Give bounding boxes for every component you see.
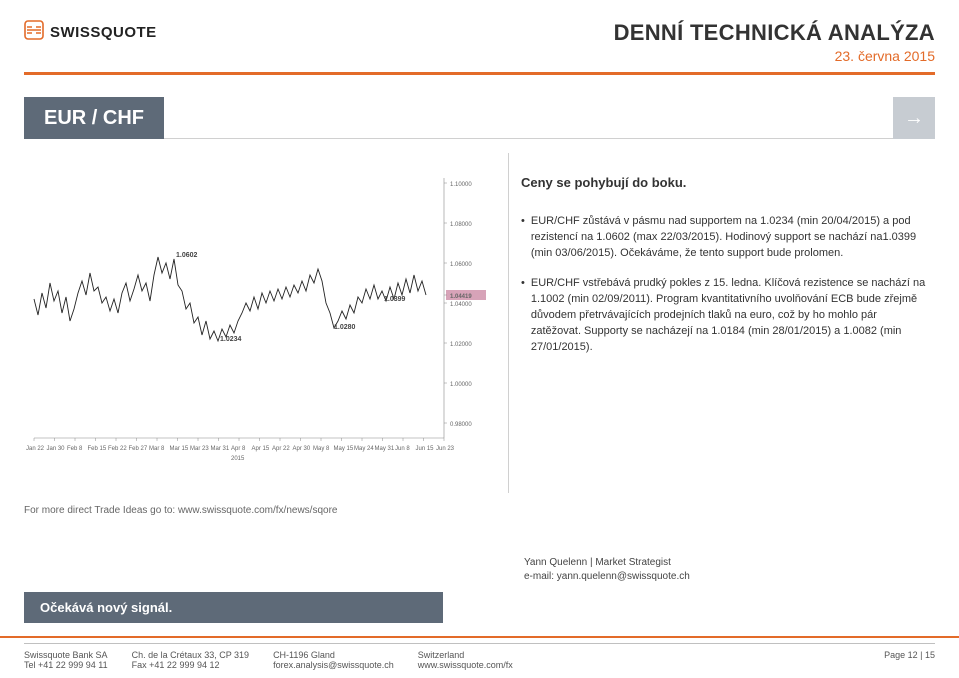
svg-text:May 8: May 8 [313,446,330,452]
page-number: Page 12 | 15 [884,650,935,670]
footer-col-2: Ch. de la Crétaux 33, CP 319 Fax +41 22 … [132,650,249,670]
svg-text:May 24: May 24 [354,446,374,452]
svg-text:Apr 22: Apr 22 [272,446,290,452]
svg-text:1.02000: 1.02000 [450,342,472,348]
svg-text:May 31: May 31 [375,446,395,452]
footer-country: Switzerland [418,650,513,660]
para2-text: EUR/CHF vstřebává prudký pokles z 15. le… [531,276,927,356]
svg-text:1.10000: 1.10000 [450,182,472,188]
doc-date: 23. června 2015 [614,48,935,64]
footer-col-1: Swissquote Bank SA Tel +41 22 999 94 11 [24,650,108,670]
para1-text: EUR/CHF zůstává v pásmu nad supportem na… [531,214,927,262]
footer-accent [0,636,959,638]
analysis-text: Ceny se pohybují do boku. • EUR/CHF zůst… [508,153,935,493]
svg-text:Apr 30: Apr 30 [293,446,311,452]
svg-text:1.0399: 1.0399 [384,296,406,303]
footer-col-4: Switzerland www.swissquote.com/fx [418,650,513,670]
footer-addr: Ch. de la Crétaux 33, CP 319 [132,650,249,660]
pair-spacer [164,97,893,139]
svg-text:1.0234: 1.0234 [220,336,242,343]
header-divider [24,72,935,75]
svg-text:1.0280: 1.0280 [334,324,356,331]
svg-text:Apr 15: Apr 15 [252,446,270,452]
svg-text:Apr 8: Apr 8 [231,446,246,452]
price-chart: 1.10000 1.08000 1.06000 1.04419 1.04000 1.020… [24,153,494,493]
author-email: e-mail: yann.quelenn@swissquote.ch [524,570,935,584]
svg-text:Mar 31: Mar 31 [211,446,230,452]
svg-text:Jun 23: Jun 23 [436,446,455,452]
bullet-icon: • [521,276,525,356]
logo-text: SWISSQUOTE [50,24,157,41]
svg-text:1.04000: 1.04000 [450,302,472,308]
footer: Swissquote Bank SA Tel +41 22 999 94 11 … [24,643,935,670]
author-block: Yann Quelenn | Market Strategist e-mail:… [24,556,935,584]
svg-text:May 15: May 15 [334,446,354,452]
signal-bar: Očekává nový signál. [24,592,443,623]
svg-text:Feb 27: Feb 27 [129,446,148,452]
svg-text:Mar 8: Mar 8 [149,446,165,452]
svg-text:1.00000: 1.00000 [450,382,472,388]
footer-city: CH-1196 Gland [273,650,394,660]
svg-text:Jan 30: Jan 30 [47,446,66,452]
svg-text:Jun 15: Jun 15 [416,446,435,452]
svg-text:Feb 8: Feb 8 [67,446,83,452]
footer-col-3: CH-1196 Gland forex.analysis@swissquote.… [273,650,394,670]
svg-text:0.98000: 0.98000 [450,422,472,428]
svg-text:1.0602: 1.0602 [176,252,198,259]
svg-text:Feb 22: Feb 22 [108,446,127,452]
header: SWISSQUOTE DENNÍ TECHNICKÁ ANALÝZA 23. č… [24,20,935,64]
arrow-chip: → [893,97,935,139]
logo-icon [24,20,44,45]
paragraph-1: • EUR/CHF zůstává v pásmu nad supportem … [521,214,927,262]
svg-text:Feb 15: Feb 15 [88,446,107,452]
bullet-icon: • [521,214,525,262]
svg-text:Mar 23: Mar 23 [190,446,209,452]
pair-label: EUR / CHF [24,97,164,139]
logo: SWISSQUOTE [24,20,157,45]
svg-text:Jun 8: Jun 8 [395,446,410,452]
footer-bank: Swissquote Bank SA [24,650,108,660]
svg-text:Mar 15: Mar 15 [170,446,189,452]
doc-title: DENNÍ TECHNICKÁ ANALÝZA [614,20,935,46]
summary-headline: Ceny se pohybují do boku. [521,175,927,190]
svg-text:1.08000: 1.08000 [450,222,472,228]
svg-text:2015: 2015 [231,456,245,462]
footer-tel: Tel +41 22 999 94 11 [24,660,108,670]
author-name: Yann Quelenn | Market Strategist [524,556,935,570]
svg-text:1.06000: 1.06000 [450,262,472,268]
more-ideas-link[interactable]: For more direct Trade Ideas go to: www.s… [24,505,935,516]
footer-email: forex.analysis@swissquote.ch [273,660,394,670]
title-block: DENNÍ TECHNICKÁ ANALÝZA 23. června 2015 [614,20,935,64]
footer-fax: Fax +41 22 999 94 12 [132,660,249,670]
svg-text:1.04419: 1.04419 [450,294,472,300]
pair-row: EUR / CHF → [24,97,935,139]
paragraph-2: • EUR/CHF vstřebává prudký pokles z 15. … [521,276,927,356]
footer-url: www.swissquote.com/fx [418,660,513,670]
svg-text:Jan 22: Jan 22 [26,446,45,452]
